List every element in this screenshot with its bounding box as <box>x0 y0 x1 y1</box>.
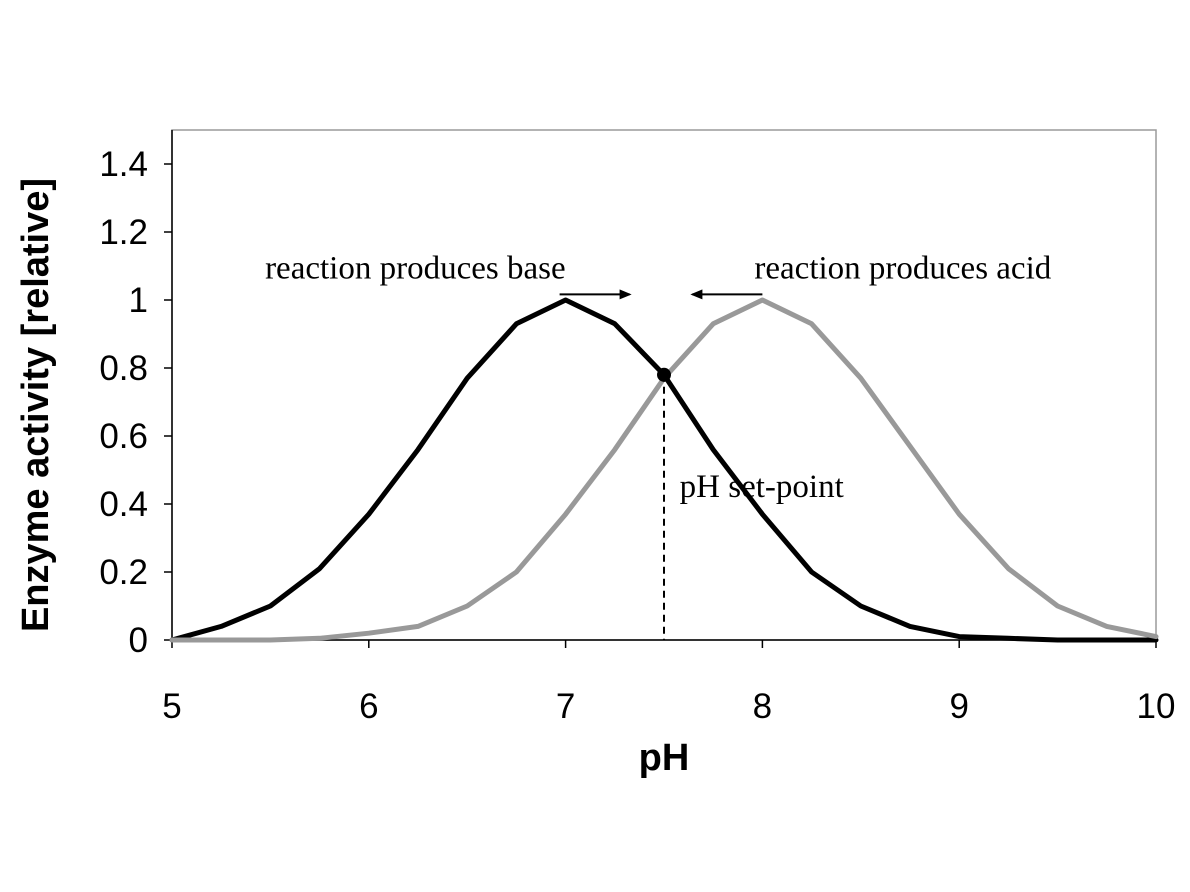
y-tick-label: 0.2 <box>99 553 148 592</box>
plot-area <box>171 129 1157 641</box>
annotation-acid: reaction produces acid <box>754 250 1051 286</box>
x-tick-label: 6 <box>359 687 378 726</box>
series-layer <box>169 297 1159 643</box>
set-point-marker <box>657 367 671 382</box>
series-line-2 <box>169 297 1159 643</box>
annotations: reaction produces base reaction produces … <box>265 250 1052 505</box>
x-tick-label: 9 <box>949 687 968 726</box>
y-tick-label: 1.4 <box>99 145 148 184</box>
series-line-1 <box>169 297 1159 643</box>
x-tick-label: 8 <box>753 687 772 726</box>
y-tick-label: 1 <box>129 281 148 320</box>
y-tick-label: 0.4 <box>99 485 148 524</box>
y-tick-label: 0 <box>129 621 148 660</box>
x-tick-label: 7 <box>556 687 575 726</box>
y-axis: 0 0.2 0.4 0.6 0.8 1 1.2 1.4 <box>99 130 173 660</box>
y-tick-label: 0.6 <box>99 417 148 456</box>
x-axis: 5 6 7 8 9 10 <box>162 639 1176 726</box>
y-tick-label: 1.2 <box>99 213 148 252</box>
x-tick-label: 5 <box>162 687 181 726</box>
annotation-set-point: pH set-point <box>680 469 844 505</box>
annotation-base: reaction produces base <box>265 250 566 286</box>
x-axis-title: pH <box>639 737 690 779</box>
y-tick-label: 0.8 <box>99 349 148 388</box>
y-axis-title: Enzyme activity [relative] <box>15 178 57 632</box>
x-tick-label: 10 <box>1137 687 1176 726</box>
